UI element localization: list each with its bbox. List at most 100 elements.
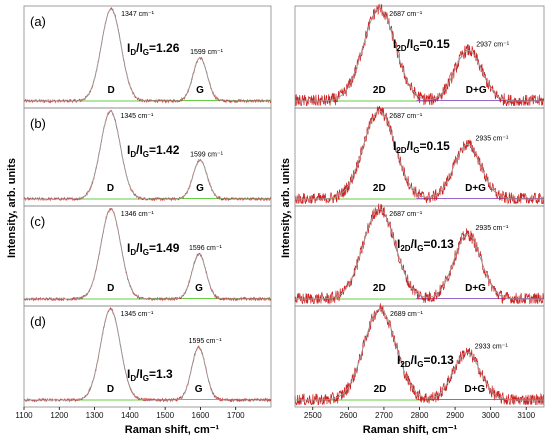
right-row-1-data-line (295, 3, 545, 106)
ratio-part-sub1: 2D (396, 146, 406, 155)
left-row-2-panel-letter: (b) (30, 116, 46, 131)
left-x-tick-label-2: 1300 (86, 411, 104, 420)
ratio-part-sub2: G (413, 44, 419, 53)
right-row-3-band-2-name: D+G (465, 283, 486, 294)
ratio-part-value: =1.26 (149, 41, 180, 55)
left-row-2-ratio-label: ID/IG=1.42 (127, 143, 180, 159)
ratio-part-sub2: G (417, 360, 423, 369)
ratio-part-value: =1.42 (149, 143, 180, 157)
left-row-1-panel-letter: (a) (30, 14, 46, 29)
right-row-3-ratio-label: I2D/IG=0.13 (397, 237, 454, 253)
right-row-3: 2687 cm⁻¹ 2935 cm⁻¹ 2D D+G I2D/IG=0.13 (294, 203, 545, 307)
right-row-4-data-line (294, 303, 545, 406)
right-x-tick-label-0: 2500 (304, 411, 322, 420)
right-row-2: 2687 cm⁻¹ 2935 cm⁻¹ 2D D+G I2D/IG=0.15 (294, 105, 545, 207)
ratio-part-main: I (397, 353, 400, 367)
right-row-4-band-1-name: 2D (374, 384, 387, 395)
right-row-3-peak-1-label: 2687 cm⁻¹ (389, 211, 423, 218)
ratio-part-sub1: D (130, 48, 136, 57)
left-row-4-panel-letter: (d) (30, 314, 46, 329)
ratio-part-sub2: G (143, 374, 149, 383)
ratio-part-value: =0.13 (423, 237, 454, 251)
ratio-part-mid: /I (407, 37, 414, 51)
right-row-3-frame (294, 205, 545, 307)
right-row-2-band-2-name: D+G (465, 183, 486, 194)
left-x-tick-label-0: 1100 (15, 411, 33, 420)
ratio-part-sub2: G (143, 150, 149, 159)
left-row-3-band-1-name: D (107, 283, 114, 294)
ratio-part-value: =1.3 (149, 367, 173, 381)
ratio-part-mid: /I (136, 241, 143, 255)
right-row-1-band-1-name: 2D (373, 85, 386, 96)
right-row-1-peak-2-label: 2937 cm⁻¹ (476, 41, 510, 48)
right-row-4-ratio-label: I2D/IG=0.13 (397, 353, 454, 369)
ratio-part-sub1: 2D (396, 44, 406, 53)
left-y-axis-title: Intensity, arb. units (6, 158, 18, 258)
left-row-1-peak-1-label: 1347 cm⁻¹ (121, 11, 155, 18)
right-row-3-peak-2-label: 2935 cm⁻¹ (476, 225, 510, 232)
left-x-tick-label-5: 1600 (192, 411, 210, 420)
right-row-1-ratio-label: I2D/IG=0.15 (393, 37, 450, 53)
ratio-part-mid: /I (411, 353, 418, 367)
left-row-4-band-1-name: D (107, 384, 114, 395)
right-x-tick-label-2: 2700 (375, 411, 393, 420)
left-row-1-peak-2-label: 1599 cm⁻¹ (190, 49, 224, 56)
left-row-3-panel-letter: (c) (30, 214, 45, 229)
right-row-4-peak-2-label: 2933 cm⁻¹ (475, 344, 509, 351)
right-x-tick-label-4: 2900 (446, 411, 464, 420)
left-row-4-peak-1-label: 1345 cm⁻¹ (120, 311, 154, 318)
right-row-2-fit-line (295, 110, 544, 200)
right-row-2-peak-1-label: 2687 cm⁻¹ (389, 113, 423, 120)
right-row-3-data-line (294, 203, 544, 305)
left-row-1-ratio-label: ID/IG=1.26 (127, 41, 180, 57)
left-row-1-band-2-name: G (196, 85, 204, 96)
left-row-2-fit-line (24, 110, 271, 200)
left-row-4-fit-line (24, 308, 271, 401)
ratio-part-sub1: 2D (400, 244, 410, 253)
ratio-part-mid: /I (407, 139, 414, 153)
right-row-3-fit-line (295, 208, 544, 300)
ratio-part-main: I (127, 367, 130, 381)
ratio-part-main: I (127, 41, 130, 55)
ratio-part-sub2: G (417, 244, 423, 253)
left-row-2-band-2-name: G (196, 183, 204, 194)
ratio-part-sub1: 2D (400, 360, 410, 369)
left-row-4-peak-2-label: 1595 cm⁻¹ (189, 338, 223, 345)
ratio-part-sub1: D (130, 150, 136, 159)
ratio-part-value: =0.15 (419, 37, 450, 51)
left-x-tick-label-4: 1500 (156, 411, 174, 420)
left-x-tick-label-1: 1200 (50, 411, 68, 420)
ratio-part-main: I (393, 37, 396, 51)
left-x-tick-label-3: 1400 (121, 411, 139, 420)
ratio-part-main: I (397, 237, 400, 251)
left-row-2-peak-2-label: 1599 cm⁻¹ (190, 151, 224, 158)
left-x-axis: 1100 1200 1300 1400 1500 1600 1700 (15, 407, 245, 420)
ratio-part-mid: /I (136, 367, 143, 381)
right-row-2-peak-2-label: 2935 cm⁻¹ (476, 135, 510, 142)
ratio-part-value: =0.15 (419, 139, 450, 153)
left-row-2-data-line (23, 109, 272, 202)
right-y-axis-title: Intensity, arb. units (280, 158, 292, 258)
right-row-1-band-2-name: D+G (466, 85, 487, 96)
ratio-part-value: =0.13 (423, 353, 454, 367)
left-row-1-band-1-name: D (108, 85, 115, 96)
right-row-2-band-1-name: 2D (373, 183, 386, 194)
ratio-part-mid: /I (411, 237, 418, 251)
right-row-4-fit-line (295, 308, 544, 401)
right-row-2-ratio-label: I2D/IG=0.15 (393, 139, 450, 155)
left-row-2-band-1-name: D (107, 183, 114, 194)
left-row-3-peak-1-label: 1346 cm⁻¹ (121, 211, 155, 218)
ratio-part-main: I (393, 139, 396, 153)
left-x-axis-title: Raman shift, cm⁻¹ (125, 424, 220, 436)
ratio-part-sub2: G (143, 48, 149, 57)
left-row-3-fit-line (24, 208, 271, 300)
left-row-4-band-2-name: G (195, 384, 203, 395)
right-row-4-band-2-name: D+G (464, 384, 485, 395)
left-row-2-peak-1-label: 1345 cm⁻¹ (120, 113, 154, 120)
